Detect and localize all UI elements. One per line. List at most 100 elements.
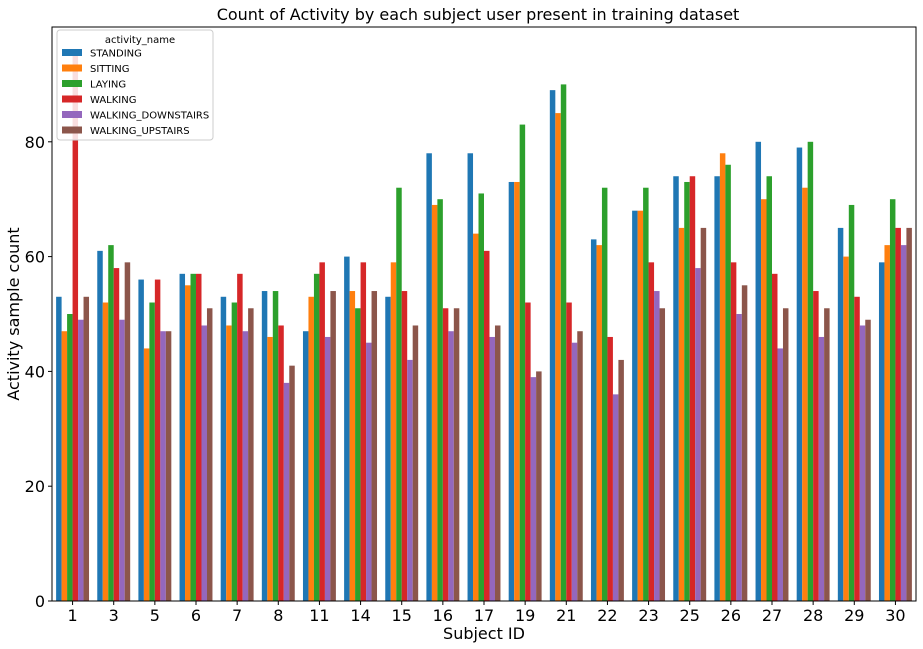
x-tick-label: 17 <box>474 606 494 625</box>
bar-sitting-subject-15 <box>390 262 397 601</box>
y-tick-label: 0 <box>35 592 45 611</box>
bar-laying-subject-28 <box>807 141 814 602</box>
bar-standing-subject-7 <box>220 296 227 601</box>
bar-walking-subject-11 <box>319 262 325 601</box>
bar-standing-subject-16 <box>426 153 432 601</box>
legend-box <box>56 29 214 141</box>
bar-standing-subject-19 <box>508 181 515 602</box>
bar-sitting-subject-6 <box>185 285 191 601</box>
legend-swatch-walking-upstairs <box>62 126 82 134</box>
x-tick-label: 15 <box>392 606 412 625</box>
legend-label-sitting: SITTING <box>90 64 130 75</box>
legend-label-standing: STANDING <box>90 49 142 60</box>
bar-laying-subject-21 <box>560 84 567 601</box>
bar-walking-downstairs-subject-28 <box>818 336 825 601</box>
x-tick-label: 19 <box>515 606 535 625</box>
bar-walking-upstairs-subject-26 <box>741 285 748 601</box>
bar-sitting-subject-28 <box>802 187 808 601</box>
bar-laying-subject-3 <box>108 245 114 601</box>
bar-sitting-subject-27 <box>761 199 767 601</box>
bar-walking-upstairs-subject-21 <box>577 331 583 601</box>
bar-walking-subject-22 <box>607 336 613 601</box>
bar-standing-subject-6 <box>179 273 186 601</box>
bar-walking-downstairs-subject-5 <box>160 331 166 601</box>
bar-walking-downstairs-subject-30 <box>900 245 907 601</box>
bar-walking-subject-6 <box>196 273 202 601</box>
bar-sitting-subject-1 <box>61 331 68 601</box>
bar-walking-upstairs-subject-19 <box>536 371 542 601</box>
bar-standing-subject-17 <box>467 153 474 601</box>
bar-sitting-subject-21 <box>555 113 561 601</box>
y-tick-label: 40 <box>25 362 45 381</box>
legend-label-walking-downstairs: WALKING_DOWNSTAIRS <box>90 111 209 122</box>
x-tick-label: 26 <box>721 606 741 625</box>
bar-walking-subject-29 <box>854 296 860 601</box>
bar-walking-subject-14 <box>360 262 367 601</box>
plot-frame <box>51 26 917 602</box>
bar-walking-upstairs-subject-8 <box>289 365 295 601</box>
bar-walking-subject-3 <box>113 268 120 601</box>
bar-walking-downstairs-subject-6 <box>201 325 207 601</box>
bar-walking-subject-27 <box>772 273 778 601</box>
legend-swatch-walking <box>62 95 82 103</box>
bar-laying-subject-22 <box>601 187 608 601</box>
bar-walking-subject-26 <box>730 262 737 601</box>
bar-standing-subject-22 <box>590 239 597 601</box>
bar-sitting-subject-17 <box>473 233 479 601</box>
legend-label-laying: LAYING <box>90 80 126 91</box>
bar-walking-subject-1 <box>72 55 79 601</box>
bars-group <box>56 55 912 602</box>
x-tick-label: 1 <box>67 606 77 625</box>
bar-walking-upstairs-subject-6 <box>206 308 213 601</box>
x-tick-label: 3 <box>109 606 119 625</box>
bar-laying-subject-23 <box>643 187 649 601</box>
bar-standing-subject-11 <box>302 331 309 601</box>
bar-walking-upstairs-subject-14 <box>371 291 378 601</box>
bar-standing-subject-21 <box>549 90 556 601</box>
bar-walking-subject-15 <box>401 291 408 601</box>
bar-laying-subject-11 <box>313 273 320 601</box>
bar-laying-subject-19 <box>519 124 526 601</box>
bar-walking-subject-17 <box>484 250 490 602</box>
bar-walking-subject-25 <box>689 176 696 602</box>
bar-sitting-subject-19 <box>514 181 520 602</box>
bar-standing-subject-28 <box>796 147 803 602</box>
x-tick-label: 28 <box>803 606 823 625</box>
chart-title: Count of Activity by each subject user p… <box>217 5 740 24</box>
bar-walking-subject-28 <box>813 291 819 601</box>
bar-walking-downstairs-subject-3 <box>119 319 125 601</box>
bar-standing-subject-5 <box>138 279 144 601</box>
bar-sitting-subject-29 <box>843 256 849 601</box>
x-tick-label: 16 <box>433 606 453 625</box>
bar-laying-subject-25 <box>684 181 690 602</box>
bar-walking-downstairs-subject-21 <box>571 342 578 601</box>
legend-label-walking: WALKING <box>90 95 137 106</box>
bar-walking-upstairs-subject-11 <box>330 291 336 601</box>
x-tick-label: 6 <box>191 606 201 625</box>
bar-walking-downstairs-subject-23 <box>654 291 660 601</box>
y-axis-label: Activity sample count <box>4 227 23 400</box>
bar-standing-subject-29 <box>837 227 844 601</box>
bar-walking-subject-23 <box>648 262 655 601</box>
legend-swatch-standing <box>62 49 82 56</box>
x-axis-label: Subject ID <box>443 624 525 643</box>
y-tick-label: 20 <box>25 477 45 496</box>
bar-sitting-subject-16 <box>431 204 438 601</box>
bar-walking-subject-19 <box>525 302 531 601</box>
bar-walking-subject-21 <box>566 302 572 601</box>
bar-laying-subject-17 <box>478 193 484 601</box>
bar-walking-upstairs-subject-7 <box>248 308 254 601</box>
bar-sitting-subject-14 <box>349 291 356 601</box>
legend-swatch-laying <box>62 80 82 87</box>
bar-standing-subject-1 <box>56 296 62 601</box>
bar-laying-subject-29 <box>848 204 855 601</box>
bar-walking-downstairs-subject-17 <box>489 336 495 601</box>
x-tick-label: 14 <box>350 606 370 625</box>
bar-walking-upstairs-subject-30 <box>906 227 912 601</box>
bar-standing-subject-30 <box>878 262 885 601</box>
bar-walking-upstairs-subject-17 <box>494 325 501 601</box>
y-axis-ticks: 0 20 40 60 80 <box>25 133 52 611</box>
bar-sitting-subject-25 <box>678 227 685 601</box>
bar-walking-subject-8 <box>278 325 284 601</box>
bar-standing-subject-27 <box>755 141 762 602</box>
